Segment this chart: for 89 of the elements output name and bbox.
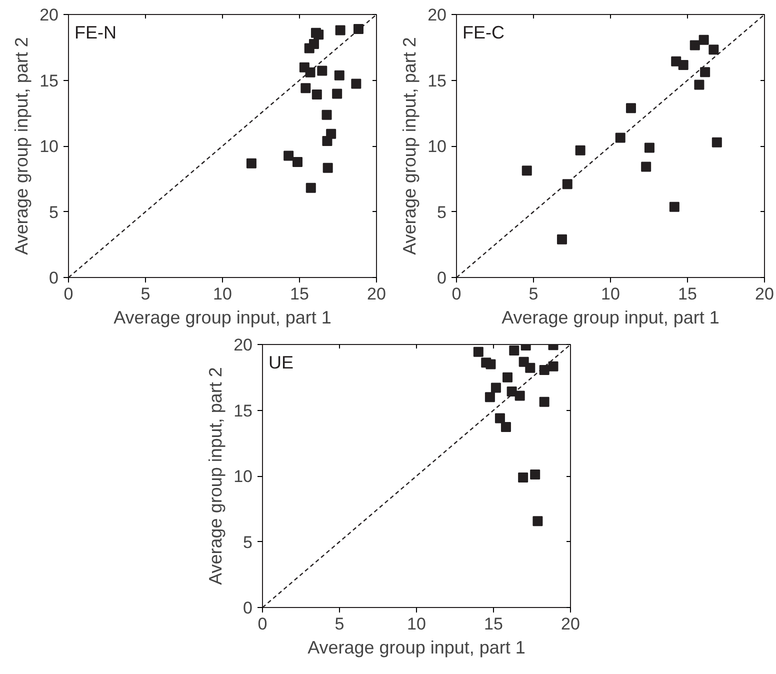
- x-tick-label: 10: [213, 284, 232, 304]
- chart-title: UE: [268, 352, 294, 372]
- x-tick-label: 5: [334, 614, 344, 634]
- point: [305, 67, 316, 78]
- x-tick-label: 20: [367, 284, 386, 304]
- y-tick-label: 0: [243, 598, 253, 618]
- point: [473, 346, 484, 357]
- x-axis-title: Average group input, part 1: [114, 308, 332, 328]
- point: [518, 472, 528, 482]
- y-tick-label: 0: [49, 268, 59, 288]
- point: [509, 346, 520, 356]
- point: [334, 70, 344, 80]
- point: [246, 158, 256, 168]
- y-tick-label: 20: [234, 336, 253, 354]
- point: [539, 396, 550, 407]
- y-axis-title: Average group input, part 2: [206, 367, 226, 585]
- point: [494, 413, 505, 424]
- y-tick-label: 20: [428, 6, 447, 24]
- y-axis-title: Average group input, part 2: [12, 37, 32, 255]
- x-axis-title: Average group input, part 1: [502, 308, 720, 328]
- y-tick-label: 20: [40, 6, 59, 24]
- x-tick-label: 15: [290, 284, 309, 304]
- point: [322, 136, 332, 146]
- y-tick-label: 15: [40, 71, 59, 90]
- x-tick-label: 0: [64, 284, 74, 304]
- y-tick-label: 10: [234, 467, 253, 486]
- x-tick-label: 0: [452, 284, 462, 304]
- x-axis-title: Average group input, part 1: [308, 638, 526, 658]
- x-tick-label: 5: [140, 284, 150, 304]
- point: [306, 182, 316, 193]
- point: [641, 162, 652, 172]
- point: [539, 365, 550, 376]
- x-tick-label: 5: [528, 284, 538, 304]
- y-axis-title: Average group input, part 2: [400, 37, 420, 255]
- y-tick-label: 0: [437, 268, 447, 288]
- x-tick-label: 0: [258, 614, 268, 634]
- y-tick-label: 10: [428, 137, 447, 156]
- x-tick-label: 20: [561, 614, 580, 634]
- point: [562, 179, 572, 190]
- point: [694, 80, 704, 90]
- y-tick-label: 5: [437, 202, 447, 222]
- point: [575, 145, 586, 156]
- x-tick-label: 10: [601, 284, 620, 304]
- chart-title: FE-N: [74, 22, 116, 42]
- x-tick-label: 20: [755, 284, 774, 304]
- point: [317, 66, 328, 76]
- point: [500, 422, 511, 432]
- point: [626, 103, 636, 114]
- point: [335, 25, 346, 36]
- point: [532, 516, 543, 526]
- point: [292, 157, 302, 168]
- point: [525, 362, 536, 373]
- point: [690, 40, 700, 50]
- point: [314, 30, 324, 40]
- point: [548, 361, 558, 372]
- x-tick-label: 15: [484, 614, 503, 634]
- point: [708, 44, 719, 55]
- point: [502, 372, 513, 382]
- point: [322, 110, 332, 120]
- point: [351, 78, 362, 89]
- point: [678, 60, 688, 70]
- point: [322, 162, 333, 173]
- point: [304, 43, 314, 54]
- point: [332, 88, 342, 99]
- point: [698, 34, 709, 45]
- point: [300, 83, 311, 94]
- y-tick-label: 15: [234, 401, 253, 420]
- y-tick-label: 10: [40, 137, 59, 156]
- point: [530, 470, 540, 480]
- point: [484, 392, 495, 402]
- y-tick-label: 5: [243, 532, 253, 552]
- point: [712, 137, 722, 148]
- point: [644, 142, 654, 153]
- point: [669, 202, 680, 212]
- x-tick-label: 15: [678, 284, 697, 304]
- point: [514, 390, 525, 401]
- point: [312, 89, 322, 100]
- point: [522, 166, 532, 176]
- point: [490, 382, 501, 393]
- chart-title: FE-C: [462, 22, 504, 42]
- y-tick-label: 15: [428, 71, 447, 90]
- point: [284, 150, 294, 161]
- point: [556, 234, 567, 244]
- point: [486, 359, 496, 370]
- point: [700, 67, 710, 78]
- point: [615, 132, 626, 143]
- point: [353, 24, 364, 34]
- y-tick-label: 5: [49, 202, 59, 222]
- x-tick-label: 10: [407, 614, 426, 634]
